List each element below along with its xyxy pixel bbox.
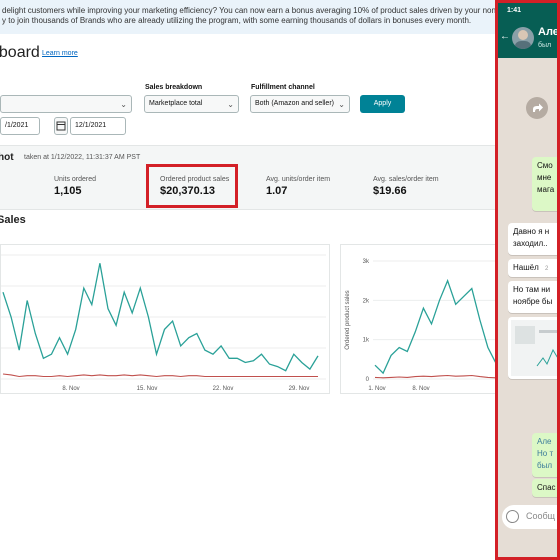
back-arrow-icon[interactable]: ← xyxy=(500,31,510,42)
date-range-select[interactable]: ⌄ xyxy=(0,95,132,113)
x-tick-label: 8. Nov xyxy=(412,386,429,392)
section-title: Sales xyxy=(0,214,26,226)
series-line-1 xyxy=(374,374,497,379)
snapshot-title: hot xyxy=(0,152,14,163)
metric-value: 1,105 xyxy=(54,185,82,197)
contact-status: был xyxy=(538,42,552,49)
apply-button[interactable]: Apply xyxy=(360,95,405,113)
metric-label: Ordered product sales xyxy=(160,176,230,183)
start-date-input[interactable]: /1/2021 xyxy=(0,117,40,135)
message-text: Нашёл xyxy=(513,263,539,272)
learn-more-link[interactable]: Learn more xyxy=(42,50,78,57)
chat-message[interactable]: Спас xyxy=(532,479,557,497)
screenshot-attachment[interactable] xyxy=(508,317,557,379)
message-time: 2 xyxy=(545,266,549,272)
highlight-box xyxy=(146,164,238,208)
chat-header: ← Але был xyxy=(498,20,559,58)
sales-chart: 3k 2k 1k 0 Ordered product sales 1. Nov 8. Nov xyxy=(345,259,497,392)
sales-snapshot xyxy=(0,145,500,210)
sales-chart-card: 3k 2k 1k 0 Ordered product sales 1. Nov 8. Nov xyxy=(340,244,500,394)
y-tick-label: 3k xyxy=(363,259,370,265)
page-title: hboard xyxy=(0,44,40,61)
fulfillment-channel-label: Fulfillment channel xyxy=(251,84,315,91)
x-tick-label: 29. Nov xyxy=(289,386,310,392)
snapshot-timestamp: taken at 1/12/2022, 11:31:37 AM PST xyxy=(24,154,141,161)
x-tick-label: 1. Nov xyxy=(368,386,385,392)
emoji-icon[interactable] xyxy=(506,510,519,523)
series-line-0 xyxy=(2,263,319,372)
units-chart-card: 8. Nov 15. Nov 22. Nov 29. Nov xyxy=(0,244,330,394)
y-tick-label: 1k xyxy=(363,338,370,344)
metric-value: $19.66 xyxy=(373,185,407,197)
chat-message[interactable]: Нашёл 2 xyxy=(508,259,557,277)
chat-reply-message[interactable]: Але Но т был xyxy=(532,433,557,477)
banner-line-1: delight customers while improving your m… xyxy=(2,6,500,15)
series-line-0 xyxy=(374,278,497,375)
units-chart: 8. Nov 15. Nov 22. Nov 29. Nov xyxy=(1,254,326,392)
x-tick-label: 8. Nov xyxy=(62,386,79,392)
metric-label: Avg. sales/order item xyxy=(373,176,439,183)
x-tick-label: 15. Nov xyxy=(137,386,158,392)
sales-breakdown-select[interactable]: Marketplace total ⌄ xyxy=(144,95,239,113)
chevron-down-icon: ⌄ xyxy=(120,100,127,109)
x-tick-label: 22. Nov xyxy=(213,386,234,392)
metric-value: $20,370.13 xyxy=(160,185,216,197)
phone-chat-panel: 1:41 ← Але был Смо мне мага Давно я н за… xyxy=(495,0,560,560)
calendar-icon[interactable] xyxy=(54,117,68,135)
fulfillment-channel-value: Both (Amazon and seller) xyxy=(255,100,334,107)
series-line-1 xyxy=(2,373,318,378)
end-date-input[interactable]: 12/1/2021 xyxy=(70,117,126,135)
metric-value: 1.07 xyxy=(266,185,288,197)
metric-label: Avg. units/order item xyxy=(266,176,331,183)
chat-message[interactable]: Но там ни ноябре бы xyxy=(508,281,557,313)
y-axis-label: Ordered product sales xyxy=(345,290,351,349)
phone-status-time: 1:41 xyxy=(498,3,557,20)
metric-label: Units ordered xyxy=(54,176,97,183)
chevron-down-icon: ⌄ xyxy=(227,100,234,109)
y-tick-label: 2k xyxy=(363,298,370,304)
y-tick-label: 0 xyxy=(366,377,370,383)
promo-banner: delight customers while improving your m… xyxy=(0,0,500,34)
forward-icon[interactable] xyxy=(526,97,548,119)
sales-breakdown-value: Marketplace total xyxy=(149,100,203,107)
contact-name[interactable]: Але xyxy=(538,26,559,38)
sales-breakdown-label: Sales breakdown xyxy=(145,84,203,91)
banner-line-2: y to join thousands of Brands who are al… xyxy=(2,16,472,25)
chat-message[interactable]: Смо мне мага xyxy=(532,157,557,211)
avatar[interactable] xyxy=(512,27,534,49)
chat-message[interactable]: Давно я н заходил.. xyxy=(508,223,557,255)
chevron-down-icon: ⌄ xyxy=(338,100,345,109)
fulfillment-channel-select[interactable]: Both (Amazon and seller) ⌄ xyxy=(250,95,350,113)
